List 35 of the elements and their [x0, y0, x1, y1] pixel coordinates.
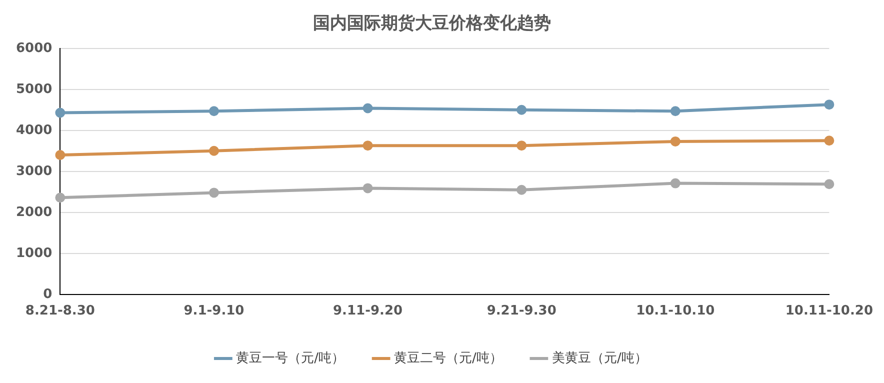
legend-label: 黄豆一号（元/吨）	[236, 350, 345, 366]
point	[208, 188, 219, 198]
point	[824, 179, 834, 190]
y-tick-label: 6000	[16, 40, 52, 56]
point	[362, 183, 373, 194]
y-tick-label: 5000	[16, 82, 52, 97]
y-tick-label: 4000	[16, 122, 52, 138]
point	[208, 106, 219, 116]
point	[208, 146, 219, 156]
point	[516, 184, 527, 195]
legend-label: 美黄豆（元/吨）	[552, 350, 648, 366]
point	[670, 136, 680, 146]
x-tick-label: 10.1-10.10	[636, 304, 715, 319]
y-tick-label: 0	[43, 286, 52, 302]
point	[670, 178, 680, 188]
point	[55, 108, 66, 118]
point	[55, 150, 66, 160]
point	[55, 192, 66, 203]
x-tick-label: 10.11-10.20	[785, 304, 873, 319]
y-tick-label: 3000	[16, 164, 52, 179]
point	[516, 140, 527, 151]
point	[824, 100, 834, 110]
point	[824, 136, 834, 146]
x-tick-label: 8.21-8.30	[25, 304, 95, 319]
chart-title: 国内国际期货大豆价格变化趋势	[313, 14, 551, 34]
x-tick-label: 9.1-9.10	[184, 304, 244, 319]
point	[516, 104, 527, 115]
x-tick-label: 9.21-9.30	[486, 304, 556, 319]
point	[362, 103, 373, 114]
y-tick-label: 1000	[16, 246, 52, 261]
legend-label: 黄豆二号（元/吨）	[394, 350, 502, 366]
y-tick-label: 2000	[16, 204, 52, 220]
point	[670, 106, 680, 116]
x-tick-label: 9.11-9.20	[333, 304, 403, 319]
point	[362, 140, 373, 151]
